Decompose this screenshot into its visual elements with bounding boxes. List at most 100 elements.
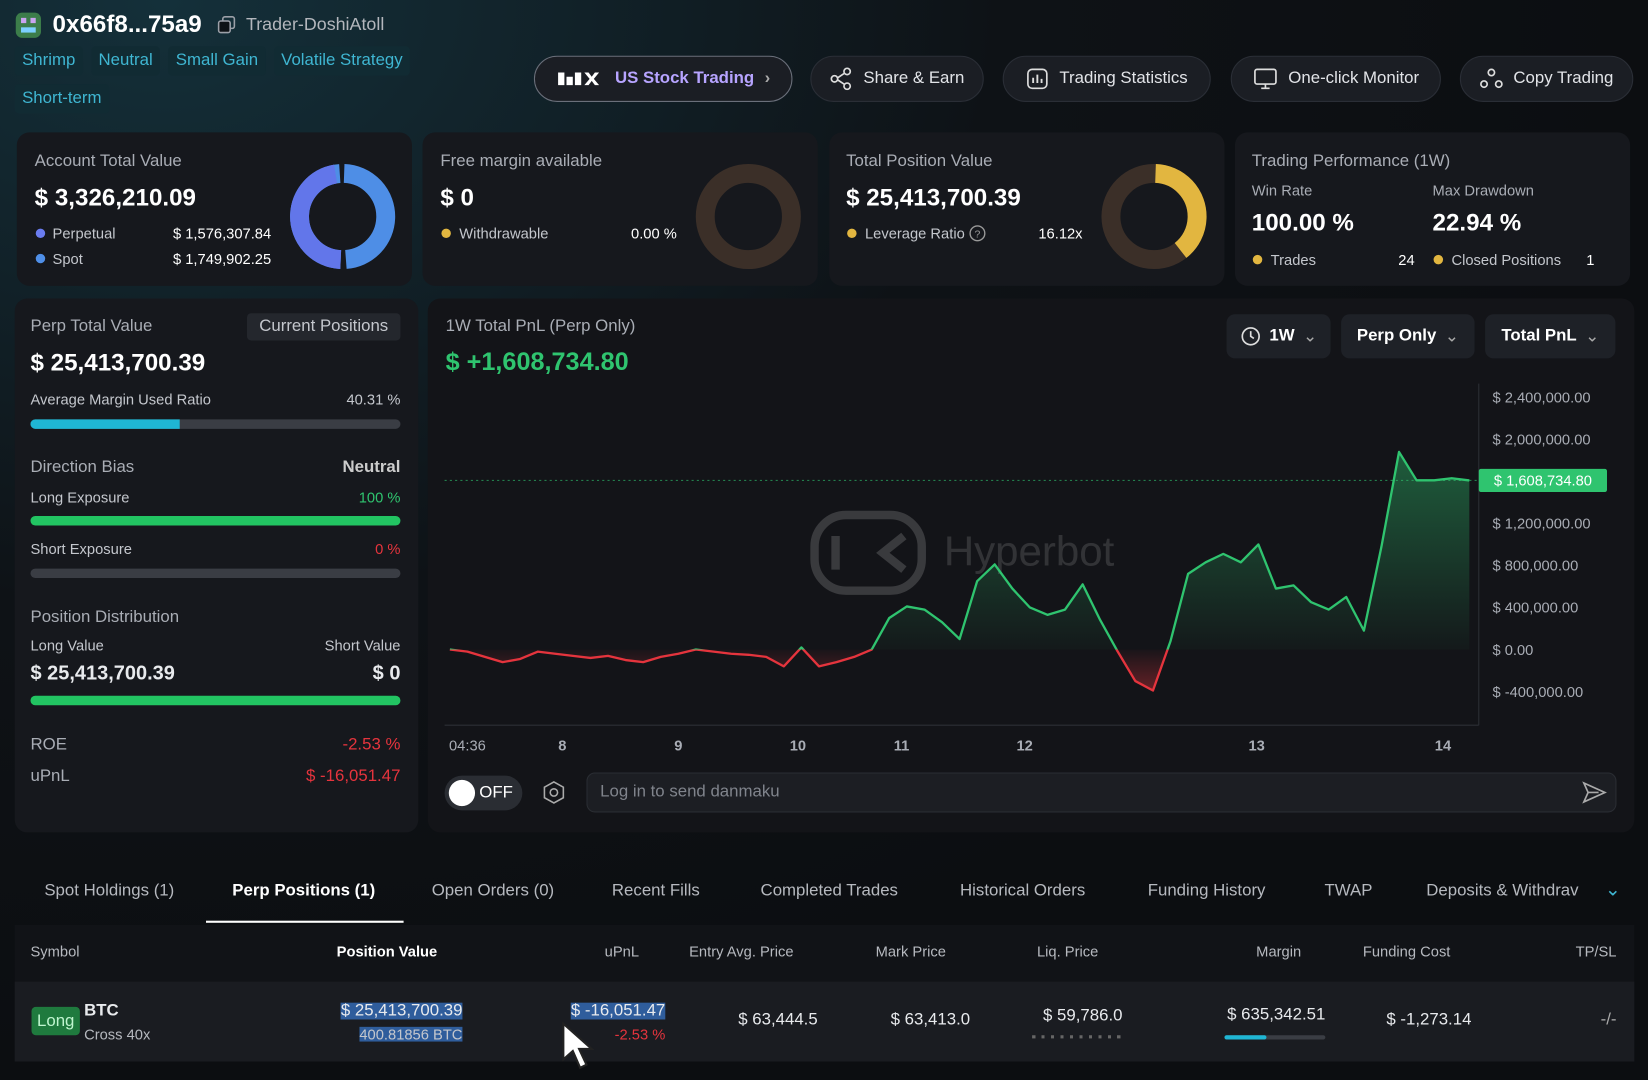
- card-label: Free margin available: [440, 152, 603, 171]
- current-positions-button[interactable]: Current Positions: [246, 313, 401, 341]
- column-header[interactable]: Entry Avg. Price: [689, 942, 794, 960]
- share-icon: [831, 67, 852, 91]
- copy-trading-button[interactable]: Copy Trading: [1459, 55, 1634, 102]
- distribution-bar: [30, 695, 401, 706]
- item-label: Withdrawable: [459, 224, 549, 242]
- x-tick-label: 13: [1248, 738, 1264, 754]
- stat-label: Max Drawdown: [1432, 181, 1534, 199]
- margin: $ 635,342.51: [1227, 1005, 1326, 1024]
- cursor: [562, 1021, 595, 1070]
- legend-dot: [1433, 254, 1444, 265]
- item-value: $ 1,576,307.84: [172, 224, 272, 242]
- card-value: $ 0: [440, 183, 474, 211]
- stat-value: 1: [1586, 251, 1595, 269]
- tag: Neutral: [91, 46, 161, 76]
- item-label: Leverage Ratio: [864, 224, 965, 242]
- tag: Shrimp: [14, 46, 83, 76]
- metric-label: Average Margin Used Ratio: [30, 390, 211, 408]
- tab[interactable]: TWAP: [1324, 881, 1373, 900]
- item-value: 0.00 %: [631, 224, 677, 242]
- column-header[interactable]: TP/SL: [1575, 942, 1617, 960]
- column-header[interactable]: Symbol: [30, 942, 80, 960]
- tabs-more[interactable]: ⌄: [1604, 878, 1621, 900]
- button-label: Trading Statistics: [1059, 69, 1188, 88]
- metric-value: $ 25,413,700.39: [30, 662, 175, 685]
- select-label: 1W: [1269, 326, 1295, 345]
- legend-dot: [35, 228, 46, 239]
- donut: [695, 163, 801, 270]
- watermark-logo: [810, 510, 926, 595]
- column-header[interactable]: Mark Price: [875, 942, 946, 960]
- tab[interactable]: Open Orders (0): [431, 881, 555, 900]
- position-size: 400.81856 BTC: [359, 1025, 463, 1043]
- us-stock-button[interactable]: US Stock Trading ›: [533, 55, 793, 102]
- scope-select[interactable]: Perp Only ⌄: [1341, 314, 1475, 359]
- toggle-label: OFF: [479, 784, 513, 802]
- column-header[interactable]: Liq. Price: [1036, 942, 1099, 960]
- metric-select[interactable]: Total PnL ⌄: [1485, 314, 1616, 359]
- y-tick-label: $ 0.00: [1492, 643, 1533, 659]
- column-header[interactable]: Funding Cost: [1362, 942, 1451, 960]
- chart-title: 1W Total PnL (Perp Only): [445, 317, 636, 336]
- column-header[interactable]: uPnL: [604, 942, 640, 960]
- tab[interactable]: Funding History: [1147, 881, 1266, 900]
- input-placeholder: Log in to send danmaku: [600, 783, 780, 801]
- metric-value: Neutral: [342, 458, 401, 477]
- stat-label: Trades: [1270, 251, 1316, 269]
- last-value-label: $ 1,608,734.80: [1494, 474, 1592, 490]
- tab[interactable]: Spot Holdings (1): [44, 881, 175, 900]
- symbol[interactable]: BTC: [84, 1001, 119, 1020]
- last-value-tag: [1478, 468, 1608, 493]
- item-value: $ 1,749,902.25: [172, 250, 272, 267]
- funding-cost: $ -1,273.14: [1386, 1011, 1472, 1029]
- column-header[interactable]: Margin: [1256, 942, 1302, 960]
- copy-icon[interactable]: [217, 16, 237, 35]
- metric-value: 100 %: [358, 488, 401, 506]
- tab-active[interactable]: Perp Positions (1): [232, 881, 376, 900]
- tab[interactable]: Completed Trades: [760, 881, 898, 900]
- column-header[interactable]: Position Value: [336, 942, 438, 960]
- share-button[interactable]: Share & Earn: [810, 55, 984, 102]
- y-tick-label: $ 800,000.00: [1492, 559, 1578, 575]
- period-select[interactable]: 1W ⌄: [1226, 314, 1331, 359]
- panel-value: $ 25,413,700.39: [30, 348, 206, 376]
- chevron: ⌄: [1303, 327, 1318, 346]
- tab[interactable]: Recent Fills: [611, 881, 700, 900]
- donut: [1101, 163, 1207, 270]
- tab[interactable]: Deposits & Withdrav: [1426, 882, 1579, 900]
- legend-dot: [1252, 254, 1263, 265]
- send-icon[interactable]: [1582, 781, 1607, 804]
- statistics-button[interactable]: Trading Statistics: [1002, 55, 1211, 102]
- stat-value: 22.94 %: [1432, 208, 1522, 236]
- tab[interactable]: Historical Orders: [960, 881, 1086, 900]
- danmaku-toggle[interactable]: OFF: [444, 775, 523, 811]
- y-tick-label: $ 400,000.00: [1492, 601, 1578, 617]
- card-label: Total Position Value: [846, 152, 993, 171]
- metric-value: $ -16,051.47: [305, 767, 401, 786]
- svg-text:?: ?: [975, 229, 981, 241]
- clock-icon: [1241, 327, 1260, 346]
- stat-value: 24: [1398, 251, 1415, 269]
- legend-dot: [847, 228, 857, 239]
- chevron: ⌄: [1585, 327, 1600, 346]
- monitor-button[interactable]: One-click Monitor: [1230, 55, 1441, 102]
- item-value: 16.12x: [1038, 224, 1083, 242]
- metric-value: 40.31 %: [346, 390, 401, 408]
- entry-price: $ 63,444.5: [738, 1011, 818, 1029]
- stat-value: 100.00 %: [1251, 208, 1354, 236]
- legend-dot: [441, 228, 451, 239]
- chevron: ›: [764, 69, 771, 88]
- tag: Small Gain: [168, 46, 266, 76]
- legend-dot: [35, 253, 46, 264]
- settings-icon[interactable]: [542, 781, 565, 804]
- chart-total: $ +1,608,734.80: [445, 347, 629, 377]
- card-value: $ 25,413,700.39: [846, 183, 1021, 211]
- danmaku-input[interactable]: Log in to send danmaku: [586, 772, 1617, 813]
- margin-bar: [30, 419, 180, 429]
- metric-label: ROE: [30, 735, 67, 754]
- avatar: [15, 12, 41, 38]
